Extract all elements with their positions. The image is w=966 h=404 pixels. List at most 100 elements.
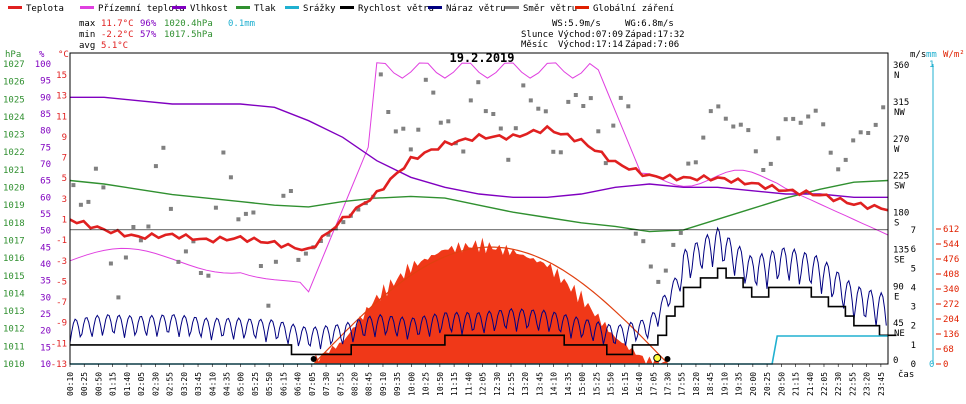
wind-direction-point (776, 136, 781, 141)
humidity-tick-label: 40 (40, 260, 51, 270)
direction-tick-label: 135 (893, 245, 909, 255)
hpa-tick-label: 1010 (3, 360, 25, 370)
x-tick-label: 20:00 (749, 372, 758, 396)
wind-direction-point (131, 225, 136, 229)
humidity-tick-label: 80 (40, 127, 51, 137)
wind-direction-point (251, 210, 256, 215)
wind-gust-line (69, 226, 887, 350)
x-tick-label: 05:00 (237, 372, 246, 396)
wind-direction-point (318, 239, 323, 243)
temperature-tick-label: -9 (56, 319, 67, 329)
wind-direction-point (101, 185, 106, 190)
unit-pct: % (39, 50, 45, 60)
wind-speed-tick-label: 4 (911, 283, 916, 293)
x-tick-label: 04:10 (208, 372, 217, 396)
x-tick-label: 20:50 (777, 372, 786, 396)
x-tick-label: 02:30 (151, 372, 160, 396)
temperature-tick-label: 11 (56, 112, 67, 122)
unit-mm: mm (926, 50, 937, 60)
stat-max-temp: 11.7°C (101, 19, 134, 29)
radiation-tick-label: 544 (943, 240, 959, 250)
wind-direction-point (183, 249, 188, 254)
wind-direction-point (656, 279, 661, 284)
wind-direction-point (708, 109, 713, 114)
wind-direction-point (393, 129, 398, 134)
x-tick-label: 19:35 (735, 372, 744, 396)
hpa-tick-label: 1018 (3, 219, 25, 229)
chart-title: 19.2.2019 (449, 51, 514, 65)
sunset-marker (664, 356, 671, 362)
x-tick-label: 10:50 (436, 372, 445, 396)
legend-label: Rychlost větru (358, 4, 434, 14)
hpa-tick-label: 1024 (3, 113, 25, 123)
wind-direction-point (588, 96, 593, 101)
x-tick-label: 12:05 (479, 372, 488, 396)
x-tick-label: 18:45 (706, 372, 715, 396)
stat-min-temp: -2.2°C (101, 30, 134, 40)
direction-tick-label: 315 (893, 98, 909, 108)
moonrise-marker (653, 354, 662, 362)
wind-direction-point (738, 122, 743, 127)
radiation-tick-label: 204 (943, 315, 959, 325)
temperature-tick-label: -5 (56, 277, 67, 287)
wind-direction-point (191, 239, 196, 244)
x-tick-label: 18:20 (692, 372, 701, 396)
legend-label: Teplota (26, 4, 64, 14)
sunrise-marker (310, 356, 317, 362)
wind-speed-tick-label: 7 (911, 226, 916, 236)
sun-rise: Východ:07:09 (558, 30, 623, 40)
wind-direction-point (821, 122, 826, 127)
humidity-tick-label: 70 (40, 160, 51, 170)
wind-direction-point (78, 202, 83, 207)
pressure-line (69, 179, 889, 233)
wind-direction-point (228, 175, 233, 180)
wind-direction-point (798, 120, 803, 125)
unit-ms: m/s (910, 50, 926, 60)
stats-block: max 11.7°C 96% 1020.4hPa 0.1mm min -2.2°… (79, 19, 685, 51)
wind-direction-point (791, 116, 796, 121)
direction-label: NE (894, 329, 905, 339)
humidity-tick-label: 60 (40, 193, 51, 203)
wind-direction-point (513, 126, 518, 131)
wind-direction-point (303, 251, 308, 256)
wind-speed-tick-label: 5 (911, 264, 916, 274)
legend-swatch (285, 6, 299, 9)
hpa-tick-label: 1012 (3, 325, 25, 335)
wind-direction-point (161, 145, 166, 150)
humidity-tick-label: 15 (40, 343, 51, 353)
stat-avg-label: avg (79, 41, 95, 51)
x-tick-label: 17:05 (649, 372, 658, 396)
wind-direction-point (528, 98, 533, 103)
wind-direction-point (603, 161, 608, 166)
stat-max-label: max (79, 19, 96, 29)
direction-tick-label: 0 (893, 356, 898, 366)
humidity-tick-label: 25 (40, 310, 51, 320)
x-tick-label: 02:05 (137, 372, 146, 396)
wind-direction-point (813, 108, 818, 113)
x-tick-label: 10:00 (407, 372, 416, 396)
wind-speed-line (70, 267, 897, 356)
temperature-tick-label: -3 (56, 257, 67, 267)
moon-rise: Východ:17:14 (558, 40, 623, 50)
wind-direction-point (753, 149, 758, 154)
x-tick-label: 05:50 (265, 372, 274, 396)
x-tick-label: 05:25 (251, 372, 260, 396)
direction-tick-label: 90 (893, 282, 904, 292)
wind-direction-point (378, 72, 383, 77)
legend-label: Globální záření (593, 4, 674, 14)
wind-direction-point (288, 189, 293, 193)
wind-direction-point (716, 104, 721, 109)
hpa-tick-label: 1017 (3, 236, 25, 246)
wind-direction-point (498, 126, 503, 131)
wind-direction-point (693, 160, 698, 165)
x-tick-label: 11:15 (450, 372, 459, 396)
wind-direction-point (431, 90, 436, 95)
wind-direction-point (416, 127, 421, 132)
radiation-tick-label: 68 (943, 345, 954, 355)
direction-tick-label: 45 (893, 319, 904, 329)
radiation-area (315, 237, 667, 364)
wind-direction-point (198, 271, 203, 275)
radiation-tick-label: 340 (943, 285, 959, 295)
wind-direction-point (168, 206, 173, 211)
wind-direction-point (881, 105, 886, 110)
